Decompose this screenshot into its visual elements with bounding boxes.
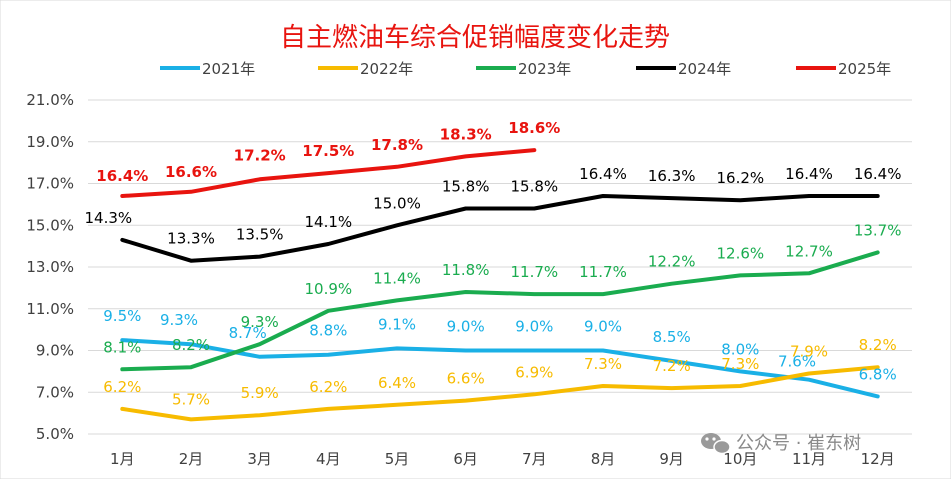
data-label: 12.2% <box>648 253 696 271</box>
y-tick-label: 11.0% <box>26 300 74 318</box>
watermark: 公众号 · 崔东树 <box>701 433 861 455</box>
legend-entry: 2024年 <box>678 60 731 78</box>
data-label: 9.3% <box>160 311 198 329</box>
wechat-icon <box>701 433 731 455</box>
y-tick-label: 19.0% <box>26 133 74 151</box>
data-label: 15.8% <box>442 178 490 196</box>
legend-entry: 2021年 <box>202 60 255 78</box>
data-label: 5.7% <box>172 390 210 408</box>
data-label: 16.6% <box>165 163 217 181</box>
data-label: 9.0% <box>515 318 553 336</box>
data-label: 6.9% <box>515 363 553 381</box>
x-tick-label: 3月 <box>247 450 272 468</box>
data-label: 9.0% <box>447 318 485 336</box>
x-tick-label: 12月 <box>861 450 895 468</box>
data-label: 12.6% <box>717 244 765 262</box>
data-label: 5.9% <box>241 384 279 402</box>
data-label: 16.4% <box>96 167 148 185</box>
series-lines <box>120 148 880 422</box>
data-label: 7.3% <box>721 355 759 373</box>
data-label: 13.7% <box>854 221 902 239</box>
data-label: 10.9% <box>305 280 353 298</box>
data-label: 8.7% <box>229 324 267 342</box>
y-tick-label: 15.0% <box>26 216 74 234</box>
y-tick-label: 9.0% <box>36 342 74 360</box>
x-tick-label: 9月 <box>659 450 684 468</box>
series-line <box>120 148 537 198</box>
data-label: 14.3% <box>85 209 133 227</box>
data-label: 6.6% <box>447 370 485 388</box>
data-label: 6.2% <box>309 378 347 396</box>
data-label: 6.2% <box>103 378 141 396</box>
data-label: 8.0% <box>721 340 759 358</box>
x-tick-label: 10月 <box>723 450 757 468</box>
data-label: 11.7% <box>511 263 559 281</box>
data-label: 14.1% <box>305 213 353 231</box>
chart-title: 自主燃油车综合促销幅度变化走势 <box>280 23 670 53</box>
data-label: 9.5% <box>103 307 141 325</box>
data-label: 8.2% <box>172 336 210 354</box>
data-label: 17.5% <box>302 142 354 160</box>
data-label: 6.4% <box>378 374 416 392</box>
data-label: 18.3% <box>440 125 492 143</box>
data-label: 12.7% <box>785 242 833 260</box>
data-label: 9.1% <box>378 315 416 333</box>
data-label: 17.2% <box>234 146 286 164</box>
data-label: 16.4% <box>579 165 627 183</box>
series-line <box>120 365 880 422</box>
axes: 5.0% 7.0% 9.0% 11.0% 13.0% 15.0% 17.0% 19.0% 21.… <box>26 91 894 468</box>
data-label: 7.6% <box>778 353 816 371</box>
watermark-text: 公众号 · 崔东树 <box>736 433 861 454</box>
data-label: 8.2% <box>859 336 897 354</box>
data-label: 9.3% <box>241 313 279 331</box>
data-label: 9.0% <box>584 318 622 336</box>
y-tick-label: 21.0% <box>26 91 74 109</box>
data-label: 16.4% <box>785 165 833 183</box>
data-labels: 9.5% 9.3%8.7% 8.8% 9.1% 9.0% 9.0% 9.0%8.5%8.0%… <box>85 119 902 408</box>
series-line <box>120 338 880 399</box>
data-label: 16.4% <box>854 165 902 183</box>
data-label: 13.5% <box>236 226 284 244</box>
series-line <box>120 250 880 372</box>
legend: 2021年 2022年 2023年 2024年 2025年 <box>160 60 891 78</box>
x-tick-label: 5月 <box>385 450 410 468</box>
data-label: 8.8% <box>309 322 347 340</box>
data-label: 8.5% <box>653 328 691 346</box>
x-tick-label: 4月 <box>316 450 341 468</box>
y-tick-label: 7.0% <box>36 383 74 401</box>
data-label: 17.8% <box>371 136 423 154</box>
data-label: 16.2% <box>717 169 765 187</box>
x-tick-label: 7月 <box>522 450 547 468</box>
legend-entry: 2023年 <box>518 60 571 78</box>
x-tick-label: 1月 <box>110 450 135 468</box>
legend-entry: 2022年 <box>360 60 413 78</box>
data-label: 6.8% <box>859 365 897 383</box>
data-label: 11.4% <box>373 269 421 287</box>
data-label: 8.1% <box>103 338 141 356</box>
data-label: 11.7% <box>579 263 627 281</box>
x-tick-label: 11月 <box>792 450 826 468</box>
y-tick-label: 13.0% <box>26 258 74 276</box>
x-tick-label: 6月 <box>453 450 478 468</box>
series-line <box>120 194 880 263</box>
data-label: 15.8% <box>511 178 559 196</box>
data-label: 13.3% <box>167 230 215 248</box>
legend-entry: 2025年 <box>838 60 891 78</box>
data-label: 16.3% <box>648 167 696 185</box>
y-tick-label: 5.0% <box>36 425 74 443</box>
data-label: 7.3% <box>584 355 622 373</box>
y-tick-label: 17.0% <box>26 175 74 193</box>
x-tick-label: 8月 <box>591 450 616 468</box>
data-label: 18.6% <box>508 119 560 137</box>
data-label: 7.2% <box>653 357 691 375</box>
x-tick-label: 2月 <box>179 450 204 468</box>
data-label: 11.8% <box>442 261 490 279</box>
data-label: 15.0% <box>373 194 421 212</box>
data-label: 7.9% <box>790 342 828 360</box>
